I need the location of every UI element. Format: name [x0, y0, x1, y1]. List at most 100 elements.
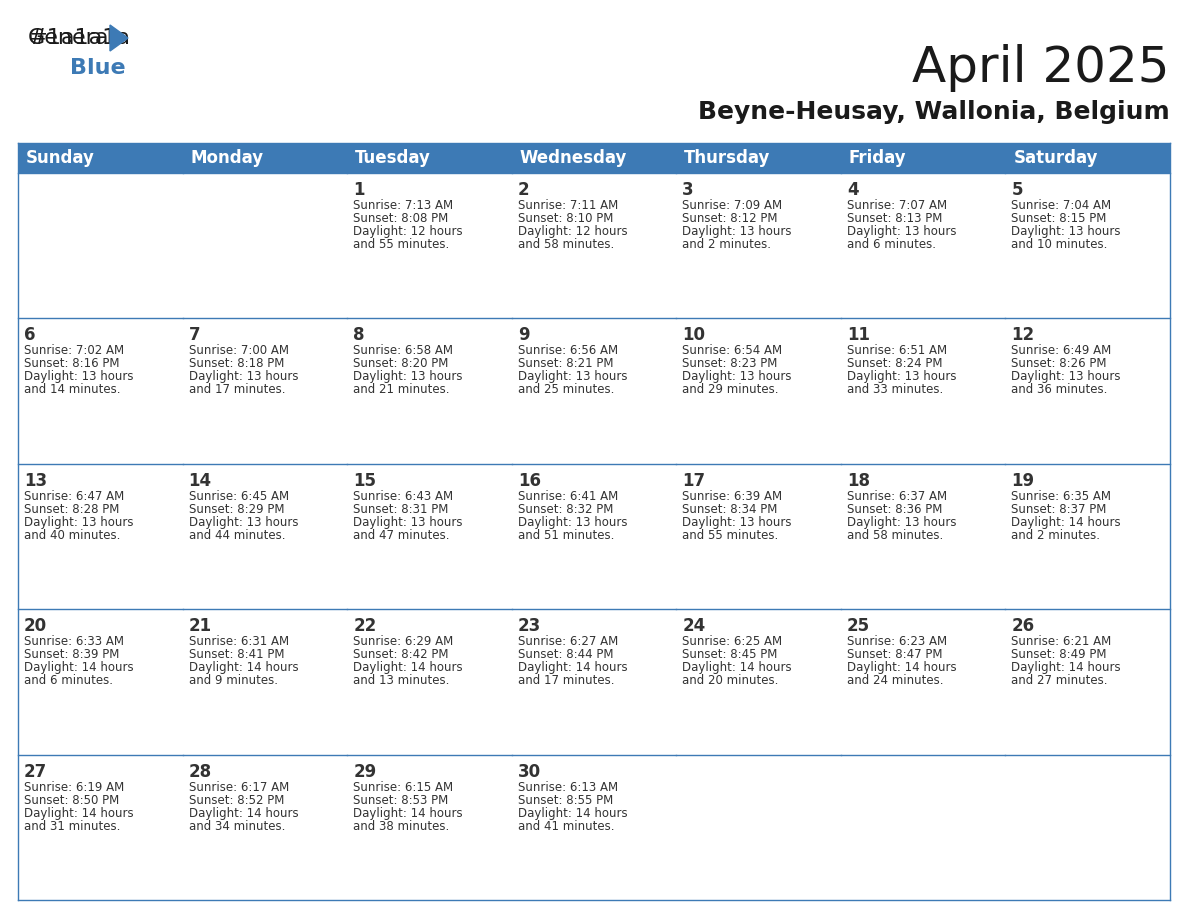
Text: Sunrise: 6:35 AM: Sunrise: 6:35 AM [1011, 490, 1112, 503]
Text: 7: 7 [189, 327, 201, 344]
Text: Sunrise: 7:11 AM: Sunrise: 7:11 AM [518, 199, 618, 212]
Text: and 51 minutes.: and 51 minutes. [518, 529, 614, 542]
Text: Daylight: 14 hours: Daylight: 14 hours [24, 661, 133, 674]
Text: Daylight: 14 hours: Daylight: 14 hours [682, 661, 792, 674]
Bar [512, 755, 676, 900]
Bar [676, 755, 841, 900]
Text: Daylight: 13 hours: Daylight: 13 hours [24, 370, 133, 384]
Text: Sunrise: 7:04 AM: Sunrise: 7:04 AM [1011, 199, 1112, 212]
Text: and 55 minutes.: and 55 minutes. [682, 529, 778, 542]
Text: and 33 minutes.: and 33 minutes. [847, 384, 943, 397]
Text: Sunset: 8:29 PM: Sunset: 8:29 PM [189, 503, 284, 516]
Text: Daylight: 13 hours: Daylight: 13 hours [847, 225, 956, 238]
Text: 24: 24 [682, 617, 706, 635]
Text: and 2 minutes.: and 2 minutes. [1011, 529, 1100, 542]
Text: Sunrise: 6:39 AM: Sunrise: 6:39 AM [682, 490, 783, 503]
Text: Sunrise: 6:31 AM: Sunrise: 6:31 AM [189, 635, 289, 648]
Text: Daylight: 14 hours: Daylight: 14 hours [518, 807, 627, 820]
Text: 9: 9 [518, 327, 530, 344]
Text: Sunset: 8:55 PM: Sunset: 8:55 PM [518, 793, 613, 807]
Text: Daylight: 12 hours: Daylight: 12 hours [518, 225, 627, 238]
Bar [347, 319, 512, 464]
Text: Beyne-Heusay, Wallonia, Belgium: Beyne-Heusay, Wallonia, Belgium [699, 100, 1170, 124]
Bar [18, 173, 183, 319]
Text: and 58 minutes.: and 58 minutes. [847, 529, 943, 542]
Text: 25: 25 [847, 617, 870, 635]
Bar [841, 610, 1005, 755]
Text: Sunrise: 7:09 AM: Sunrise: 7:09 AM [682, 199, 783, 212]
Bar [18, 319, 183, 464]
Text: Sunrise: 6:23 AM: Sunrise: 6:23 AM [847, 635, 947, 648]
Bar [1005, 464, 1170, 610]
Text: 11: 11 [847, 327, 870, 344]
Text: and 58 minutes.: and 58 minutes. [518, 238, 614, 251]
Text: and 40 minutes.: and 40 minutes. [24, 529, 120, 542]
Text: Sunrise: 6:29 AM: Sunrise: 6:29 AM [353, 635, 454, 648]
Text: Sunrise: 6:13 AM: Sunrise: 6:13 AM [518, 780, 618, 793]
Text: Sunrise: 7:07 AM: Sunrise: 7:07 AM [847, 199, 947, 212]
Text: Sunset: 8:28 PM: Sunset: 8:28 PM [24, 503, 119, 516]
Text: Sunset: 8:49 PM: Sunset: 8:49 PM [1011, 648, 1107, 661]
Text: and 47 minutes.: and 47 minutes. [353, 529, 449, 542]
Text: Saturday: Saturday [1013, 149, 1098, 167]
Text: 8: 8 [353, 327, 365, 344]
Text: Sunrise: 7:00 AM: Sunrise: 7:00 AM [189, 344, 289, 357]
Text: 20: 20 [24, 617, 48, 635]
Bar [183, 464, 347, 610]
Text: Daylight: 14 hours: Daylight: 14 hours [847, 661, 956, 674]
Text: Sunrise: 6:45 AM: Sunrise: 6:45 AM [189, 490, 289, 503]
Text: Daylight: 13 hours: Daylight: 13 hours [353, 370, 462, 384]
Text: 21: 21 [189, 617, 211, 635]
Bar [512, 173, 676, 319]
Bar [841, 173, 1005, 319]
Text: Daylight: 13 hours: Daylight: 13 hours [847, 516, 956, 529]
Text: Daylight: 13 hours: Daylight: 13 hours [189, 516, 298, 529]
Text: Blue: Blue [70, 58, 126, 78]
Text: 12: 12 [1011, 327, 1035, 344]
Text: Daylight: 13 hours: Daylight: 13 hours [1011, 370, 1121, 384]
Text: Sunset: 8:32 PM: Sunset: 8:32 PM [518, 503, 613, 516]
Text: and 14 minutes.: and 14 minutes. [24, 384, 120, 397]
Text: 1: 1 [353, 181, 365, 199]
Bar [183, 755, 347, 900]
Text: Sunset: 8:41 PM: Sunset: 8:41 PM [189, 648, 284, 661]
Text: and 41 minutes.: and 41 minutes. [518, 820, 614, 833]
Text: Sunset: 8:36 PM: Sunset: 8:36 PM [847, 503, 942, 516]
Text: 5: 5 [1011, 181, 1023, 199]
Text: Sunrise: 6:15 AM: Sunrise: 6:15 AM [353, 780, 454, 793]
Text: Daylight: 13 hours: Daylight: 13 hours [518, 370, 627, 384]
Text: Friday: Friday [849, 149, 906, 167]
Text: Sunset: 8:10 PM: Sunset: 8:10 PM [518, 212, 613, 225]
Bar [1005, 173, 1170, 319]
Bar [183, 173, 347, 319]
Text: Sunset: 8:24 PM: Sunset: 8:24 PM [847, 357, 942, 370]
Text: Daylight: 13 hours: Daylight: 13 hours [189, 370, 298, 384]
Text: and 29 minutes.: and 29 minutes. [682, 384, 779, 397]
Text: Sunset: 8:45 PM: Sunset: 8:45 PM [682, 648, 778, 661]
Text: 14: 14 [189, 472, 211, 490]
Text: 17: 17 [682, 472, 706, 490]
Text: Daylight: 14 hours: Daylight: 14 hours [1011, 661, 1121, 674]
Bar [512, 610, 676, 755]
Text: Sunset: 8:16 PM: Sunset: 8:16 PM [24, 357, 120, 370]
Text: and 55 minutes.: and 55 minutes. [353, 238, 449, 251]
Text: 22: 22 [353, 617, 377, 635]
Text: Sunset: 8:12 PM: Sunset: 8:12 PM [682, 212, 778, 225]
Text: 29: 29 [353, 763, 377, 780]
Text: Daylight: 14 hours: Daylight: 14 hours [189, 807, 298, 820]
Text: Sunset: 8:53 PM: Sunset: 8:53 PM [353, 793, 448, 807]
Text: Daylight: 14 hours: Daylight: 14 hours [24, 807, 133, 820]
Text: 16: 16 [518, 472, 541, 490]
Text: Sunrise: 6:17 AM: Sunrise: 6:17 AM [189, 780, 289, 793]
Text: 18: 18 [847, 472, 870, 490]
Text: Sunset: 8:50 PM: Sunset: 8:50 PM [24, 793, 119, 807]
Text: Sunrise: 6:49 AM: Sunrise: 6:49 AM [1011, 344, 1112, 357]
Text: and 13 minutes.: and 13 minutes. [353, 674, 449, 688]
Text: Sunset: 8:26 PM: Sunset: 8:26 PM [1011, 357, 1107, 370]
Text: Daylight: 13 hours: Daylight: 13 hours [682, 225, 791, 238]
Text: 26: 26 [1011, 617, 1035, 635]
Text: and 10 minutes.: and 10 minutes. [1011, 238, 1107, 251]
Text: Sunset: 8:42 PM: Sunset: 8:42 PM [353, 648, 449, 661]
Text: Daylight: 13 hours: Daylight: 13 hours [1011, 225, 1121, 238]
Bar [1005, 755, 1170, 900]
